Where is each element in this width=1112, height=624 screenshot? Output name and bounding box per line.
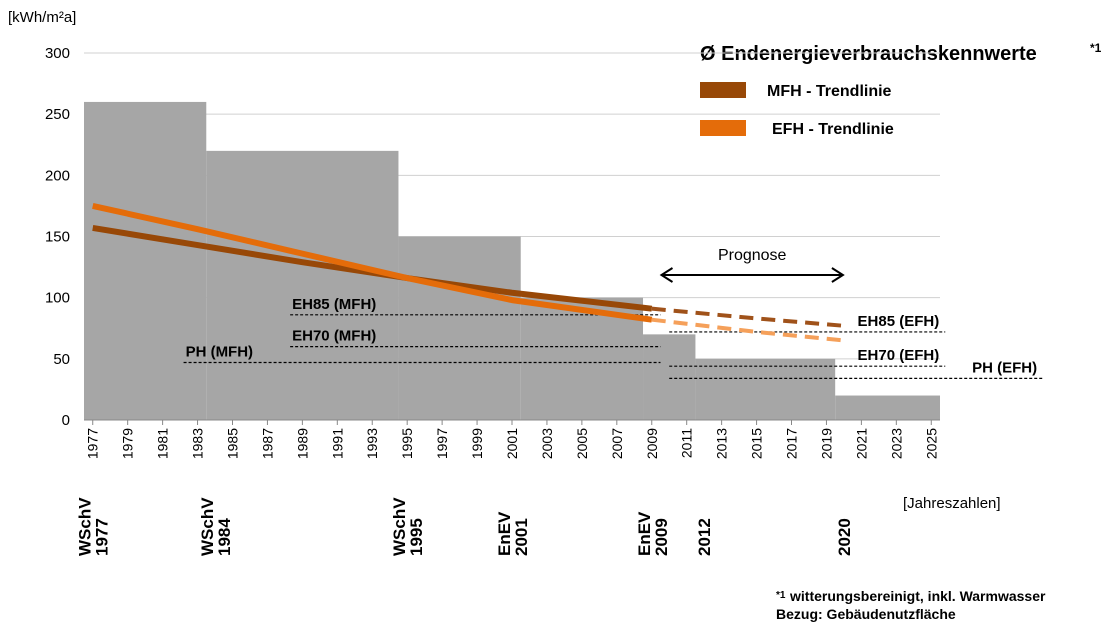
reference-label: EH70 (EFH) [858,347,940,364]
reference-label: PH (MFH) [186,344,254,361]
milestone-label: WSchV1984 [198,497,234,556]
reference-label: PH (EFH) [972,359,1037,376]
x-tick-label: 1987 [259,428,275,459]
milestone-line: WSchV [76,497,95,556]
reference-label: EH85 (EFH) [858,313,940,330]
milestone-line: WSchV [198,497,217,556]
milestone-label: 2012 [695,518,714,556]
bar [695,358,836,420]
y-tick-label: 300 [45,45,70,62]
milestone-line: 2012 [695,518,714,556]
x-tick-label: 1981 [155,428,171,459]
x-tick-label: 1991 [329,428,345,459]
arrow-head [831,267,845,283]
x-tick-label: 2019 [818,428,834,459]
x-tick-label: 2003 [539,428,555,459]
footnote: witterungsbereinigt, inkl. Warmwasser [789,588,1046,604]
forecast-label: Prognose [718,247,787,264]
x-tick-label: 2015 [749,428,765,459]
trend-line [92,224,653,312]
y-tick-label: 100 [45,290,70,307]
milestone-line: 2009 [652,518,671,556]
x-tick-label: 1997 [434,428,450,459]
x-tick-label: 2017 [784,428,800,459]
x-tick-label: 1979 [120,428,136,459]
milestone-label: 2020 [835,518,854,556]
y-tick-label: 200 [45,167,70,184]
x-tick-label: 1995 [399,428,415,459]
legend-swatch [700,120,746,136]
footnote: Bezug: Gebäudenutzfläche [776,606,956,622]
forecast-line [651,306,845,328]
trend-line [92,202,653,323]
y-axis-label: [kWh/m²a] [8,9,76,26]
y-tick-label: 250 [45,106,70,123]
bar [643,334,696,420]
legend-label: EFH - Trendlinie [772,121,894,138]
x-tick-label: 2007 [609,428,625,459]
milestone-line: WSchV [390,497,409,556]
bar [398,236,521,420]
bar [835,395,940,420]
y-tick-label: 150 [45,229,70,246]
x-tick-label: 1983 [190,428,206,459]
x-tick-label: 2021 [853,428,869,459]
milestone-label: EnEV2009 [635,511,671,556]
x-tick-label: 2005 [574,428,590,459]
milestone-label: WSchV1977 [76,497,112,556]
x-axis-label: [Jahreszahlen] [903,495,1001,512]
x-tick-label: 2025 [923,428,939,459]
x-tick-label: 1993 [364,428,380,459]
milestone-line: 2001 [512,518,531,556]
x-tick-label: 2011 [679,428,695,458]
reference-label: EH70 (MFH) [292,328,376,345]
x-tick-label: 2009 [644,428,660,459]
milestone-label: WSchV1995 [390,497,426,556]
milestone-line: EnEV [495,511,514,556]
x-tick-label: 1989 [294,428,310,459]
footnote-marker: *1 [776,590,786,601]
legend-swatch [700,82,746,98]
y-tick-label: 0 [62,412,70,429]
x-tick-label: 1977 [85,428,101,459]
x-tick-label: 2023 [888,428,904,459]
y-tick-label: 50 [53,351,70,368]
bar [206,150,399,420]
reference-label: EH85 (MFH) [292,296,376,313]
bar [84,101,207,420]
x-tick-label: 1999 [469,428,485,459]
milestone-label: EnEV2001 [495,511,531,556]
milestone-line: EnEV [635,511,654,556]
x-tick-label: 2013 [714,428,730,459]
milestone-line: 2020 [835,518,854,556]
x-tick-label: 1985 [224,428,240,459]
legend-title: Ø Endenergieverbrauchskennwerte [700,43,1037,65]
milestone-line: 1977 [93,518,112,556]
milestone-line: 1984 [215,518,234,556]
arrow-head [659,267,674,283]
x-tick-label: 2001 [504,428,520,459]
milestone-line: 1995 [407,518,426,556]
legend-title-note: *1 [1090,41,1102,55]
legend-label: MFH - Trendlinie [767,83,892,100]
forecast-line [651,317,845,343]
